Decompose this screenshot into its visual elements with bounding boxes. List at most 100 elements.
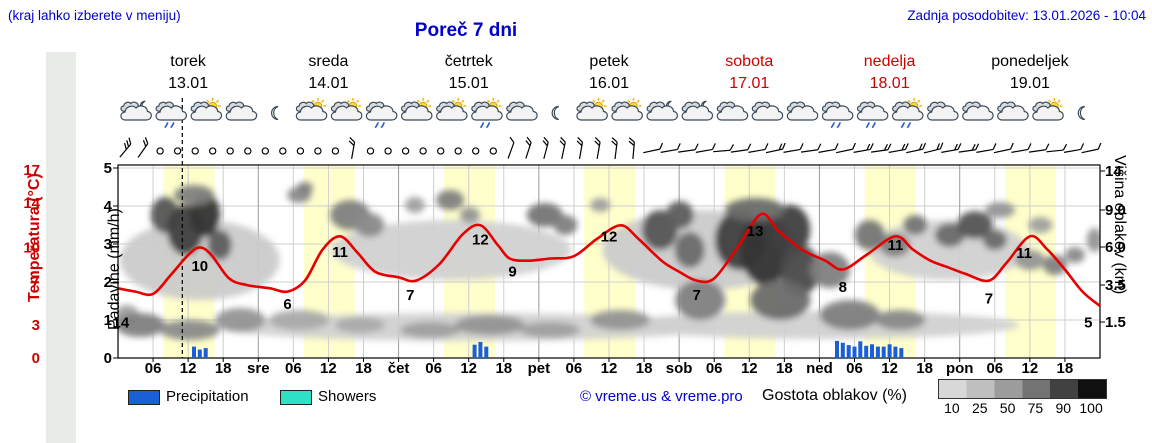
calm-wind-icon	[296, 147, 305, 155]
wind-barb-icon	[818, 143, 839, 153]
temp-point-label: 13	[747, 223, 764, 240]
cloud-icon	[962, 101, 994, 121]
precipitation-bar	[870, 344, 874, 358]
precipitation-bars	[192, 340, 904, 358]
precipitation-legend-label: Precipitation	[166, 388, 249, 405]
wind-barb-icon	[870, 143, 892, 153]
x-tick-label: 12	[180, 360, 197, 377]
day-name: sreda	[308, 53, 348, 70]
calm-wind-icon	[384, 147, 392, 155]
wind-barb-icon	[525, 136, 532, 159]
calm-wind-icon	[226, 147, 234, 155]
temp-point-label: 7	[985, 290, 993, 307]
sun-cloud-icon	[436, 98, 468, 121]
precipitation-swatch	[128, 390, 160, 405]
precipitation-bar	[840, 342, 845, 358]
temp-point-label: 11	[1016, 245, 1032, 262]
precipitation-bar	[472, 344, 477, 358]
temp-point-label: 12	[472, 232, 489, 249]
showers-legend-label: Showers	[318, 388, 377, 405]
x-tick-label: sre	[247, 360, 270, 377]
density-tick: 10	[944, 400, 960, 416]
cloud-tick-label: 14	[1105, 163, 1122, 180]
wind-barb-icon	[348, 137, 356, 159]
precipitation-bar	[852, 346, 857, 358]
day-date: 18.01	[870, 75, 910, 92]
calm-wind-icon	[209, 147, 217, 155]
rain-cloud-icon	[856, 101, 889, 128]
wind-barb-icon	[941, 143, 962, 153]
calm-wind-icon	[454, 147, 462, 155]
temperature-scale-strip	[46, 52, 76, 443]
precipitation-bar	[484, 346, 489, 358]
wind-barb-icon	[1046, 143, 1068, 153]
moon-icon	[551, 105, 559, 121]
x-tick-label: 18	[495, 360, 512, 377]
wind-barb-icon	[1063, 143, 1085, 153]
wind-barb-icon	[976, 143, 997, 153]
cloud-height-axis-label: Višina oblakov (km)	[1111, 155, 1128, 295]
x-tick-label: pet	[528, 360, 551, 377]
density-tick: 25	[971, 400, 988, 416]
day-name: nedelja	[864, 53, 916, 70]
temp-point-label: 8	[839, 279, 847, 296]
precipitation-bar	[858, 341, 863, 358]
cloud-tick-label: 9.0	[1105, 202, 1126, 219]
x-tick-label: pon	[946, 360, 974, 377]
precipitation-bar	[192, 346, 196, 358]
cloud-tick-label: 3.5	[1105, 277, 1126, 294]
page-title: Poreč 7 dni	[414, 20, 518, 41]
weather-icons	[120, 98, 1086, 128]
wind-barb-icon	[611, 137, 618, 160]
wind-barb-icon	[906, 142, 927, 154]
credit-link[interactable]: © vreme.us & vreme.pro	[580, 388, 743, 405]
day-date: 16.01	[589, 75, 629, 92]
day-date: 14.01	[308, 75, 348, 92]
temp-tick-label: 17	[23, 162, 40, 179]
precip-tick-label: 2	[104, 274, 112, 291]
rain-cloud-icon	[155, 101, 188, 128]
x-tick-label: 12	[601, 360, 618, 377]
precipitation-bar	[835, 340, 839, 358]
wind-barb-icon	[923, 142, 944, 154]
calm-wind-icon	[261, 147, 269, 155]
last-update: Zadnja posodobitev: 13.01.2026 - 10:04	[907, 8, 1146, 23]
x-tick-label: sob	[666, 360, 693, 377]
wind-barb-icon	[542, 136, 549, 159]
precipitation-bar	[881, 346, 886, 358]
calm-wind-icon	[244, 147, 252, 155]
calm-wind-icon	[156, 147, 164, 155]
x-tick-label: 06	[986, 360, 1003, 377]
calm-wind-icon	[401, 147, 410, 155]
wind-barb-icon	[628, 137, 635, 160]
sun-cloud-icon	[1032, 98, 1064, 121]
cloud-icon	[716, 101, 749, 121]
wind-barb-icon	[119, 137, 132, 158]
calm-wind-icon	[173, 147, 182, 155]
x-tick-label: 12	[460, 360, 477, 377]
x-tick-label: 12	[1022, 360, 1039, 377]
density-tick: 100	[1079, 400, 1103, 416]
calm-wind-icon	[279, 147, 287, 155]
x-tick-label: 12	[741, 360, 758, 377]
x-tick-label: 06	[566, 360, 583, 377]
wind-barb-icon	[993, 142, 1014, 154]
cloud-tick-label: 6.0	[1105, 239, 1126, 256]
wind-barb-icon	[888, 143, 909, 153]
wind-barb-icon	[678, 143, 699, 153]
x-tick-label: 18	[636, 360, 653, 377]
x-tick-label: čet	[388, 360, 410, 377]
wind-barb-icon	[783, 143, 804, 153]
wind-barb-icon	[713, 144, 734, 153]
day-name: četrtek	[445, 53, 494, 70]
temp-point-label: 7	[693, 287, 701, 304]
precipitation-bar	[893, 346, 898, 358]
wind-barb-icon	[643, 142, 664, 154]
precip-tick-label: 3	[104, 236, 112, 253]
wind-barb-icon	[507, 136, 515, 159]
wind-barb-icon	[800, 143, 822, 153]
precipitation-bar	[197, 349, 202, 358]
wind-barb-icon	[695, 143, 716, 153]
cloud-icon	[997, 101, 1029, 121]
rain-sun-cloud-icon	[471, 98, 503, 128]
